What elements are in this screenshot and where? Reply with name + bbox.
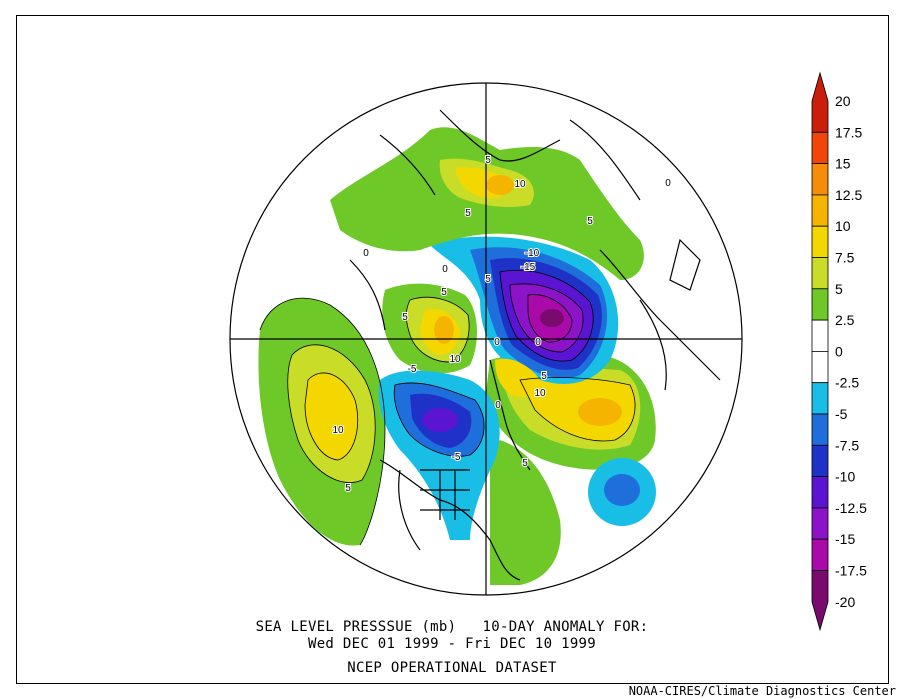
contour-label: 0	[363, 248, 369, 259]
colorbar-tick-label: -7.5	[835, 437, 859, 453]
colorbar-swatch	[811, 257, 829, 290]
coastlines	[349, 109, 721, 581]
contour-label: 5	[441, 287, 447, 298]
colorbar-tick-label: -12.5	[835, 500, 867, 516]
title-line-3: NCEP OPERATIONAL DATASET	[347, 660, 557, 676]
colorbar-tick-label: -15	[835, 531, 855, 547]
colorbar-tick-label: 7.5	[835, 250, 855, 266]
contour-label: -5	[408, 364, 417, 375]
title-line-1: SEA LEVEL PRESSSUE (mb) 10-DAY ANOMALY F…	[255, 619, 649, 635]
eurasia-positive-anomaly	[330, 127, 644, 281]
north-america-negative-anomaly	[378, 370, 500, 540]
colorbar-swatch	[811, 570, 829, 632]
colorbar-swatch	[811, 382, 829, 415]
contour-label: 10	[332, 425, 344, 436]
colorbar-swatch	[811, 131, 829, 165]
colorbar-swatch	[811, 413, 829, 446]
contour-label: 5	[541, 371, 547, 382]
arctic-negative-anomaly	[430, 236, 619, 384]
colorbar-tick-label: 15	[835, 156, 851, 172]
colorbar-tick-label: 17.5	[835, 124, 862, 140]
contour-label: -15	[521, 262, 536, 273]
colorbar-swatch	[811, 163, 829, 196]
plot-frame	[16, 15, 889, 684]
contour-label: 5	[465, 208, 471, 219]
colorbar-tick-label: -20	[835, 594, 855, 610]
colorbar-swatch	[811, 194, 829, 227]
canada-high-anomaly	[382, 283, 477, 374]
contour-label: 0	[442, 264, 448, 275]
colorbar-tick-label: 2.5	[835, 312, 855, 328]
contour-label: -5	[452, 452, 461, 463]
colorbar-tick-label: 0	[835, 343, 843, 359]
colorbar-swatch	[811, 476, 829, 509]
contour-label: 5	[402, 312, 408, 323]
contour-lines	[259, 269, 636, 546]
contour-label: 5	[485, 155, 491, 166]
colorbar-tick-label: 5	[835, 281, 843, 297]
contour-label: 0	[495, 400, 501, 411]
contour-label: 0	[535, 337, 541, 348]
colorbar-swatch	[811, 507, 829, 540]
colorbar-swatch	[811, 319, 829, 352]
colorbar-tick-label: -17.5	[835, 563, 867, 579]
colorbar-swatch	[811, 225, 829, 258]
map-boundary	[229, 82, 743, 596]
credit-text: NOAA-CIRES/Climate Diagnostics Center	[628, 684, 896, 698]
contour-label: 10	[514, 179, 526, 190]
contour-label: 10	[449, 354, 461, 365]
colorbar-swatch	[811, 444, 829, 477]
colorbar-tick-label: 20	[835, 93, 851, 109]
title-line-2: Wed DEC 01 1999 - Fri DEC 10 1999	[307, 636, 597, 652]
contour-label: 10	[534, 388, 546, 399]
contour-label: 5	[485, 274, 491, 285]
colorbar-tick-label: 12.5	[835, 187, 862, 203]
colorbar-tick-label: -10	[835, 469, 855, 485]
colorbar-swatch	[811, 350, 829, 384]
contour-label: 5	[345, 483, 351, 494]
contour-label: -10	[525, 248, 540, 259]
colorbar-tick-label: -5	[835, 406, 848, 422]
colorbar-tick-label: 10	[835, 218, 851, 234]
colorbar-swatch	[811, 71, 829, 133]
contour-label: 0	[665, 178, 671, 189]
contour-label: 0	[494, 337, 500, 348]
greenland-positive-anomaly	[495, 358, 540, 397]
colorbar-tick-label: -2.5	[835, 375, 859, 391]
atlantic-low-anomaly	[588, 458, 656, 526]
contour-label: 5	[587, 216, 593, 227]
contour-label: 5	[522, 458, 528, 469]
colorbar-swatch	[811, 288, 829, 321]
colorbar-swatch	[811, 538, 829, 571]
